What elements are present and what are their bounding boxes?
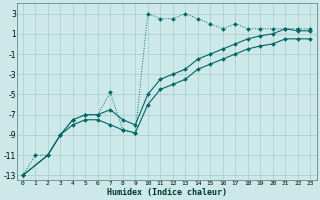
X-axis label: Humidex (Indice chaleur): Humidex (Indice chaleur)	[107, 188, 227, 197]
